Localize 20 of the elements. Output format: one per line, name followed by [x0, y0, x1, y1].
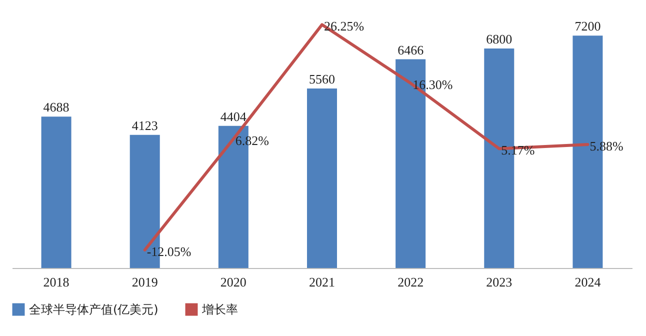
x-tick-label: 2022 [398, 274, 424, 290]
data-label: 6800 [486, 31, 512, 46]
legend-label: 增长率 [201, 302, 238, 317]
x-tick-label: 2021 [309, 274, 335, 290]
data-label: 7200 [574, 18, 601, 34]
x-tick-label: 2020 [220, 274, 246, 290]
data-label: 4688 [43, 100, 70, 115]
legend-label: 全球半导体产值(亿美元) [29, 302, 158, 317]
bar [307, 88, 337, 268]
x-tick-label: 2019 [132, 274, 158, 290]
data-label: 4123 [132, 118, 158, 133]
x-tick-label: 2018 [43, 274, 70, 290]
data-label: 6466 [398, 42, 424, 58]
data-label: 5.17% [501, 142, 535, 158]
x-tick-label: 2024 [574, 274, 602, 290]
x-tick-label: 2023 [486, 274, 512, 290]
data-label: 5560 [309, 72, 335, 87]
bar [41, 116, 72, 268]
data-label: 26.25% [324, 18, 364, 34]
data-label: 4404 [220, 108, 247, 124]
